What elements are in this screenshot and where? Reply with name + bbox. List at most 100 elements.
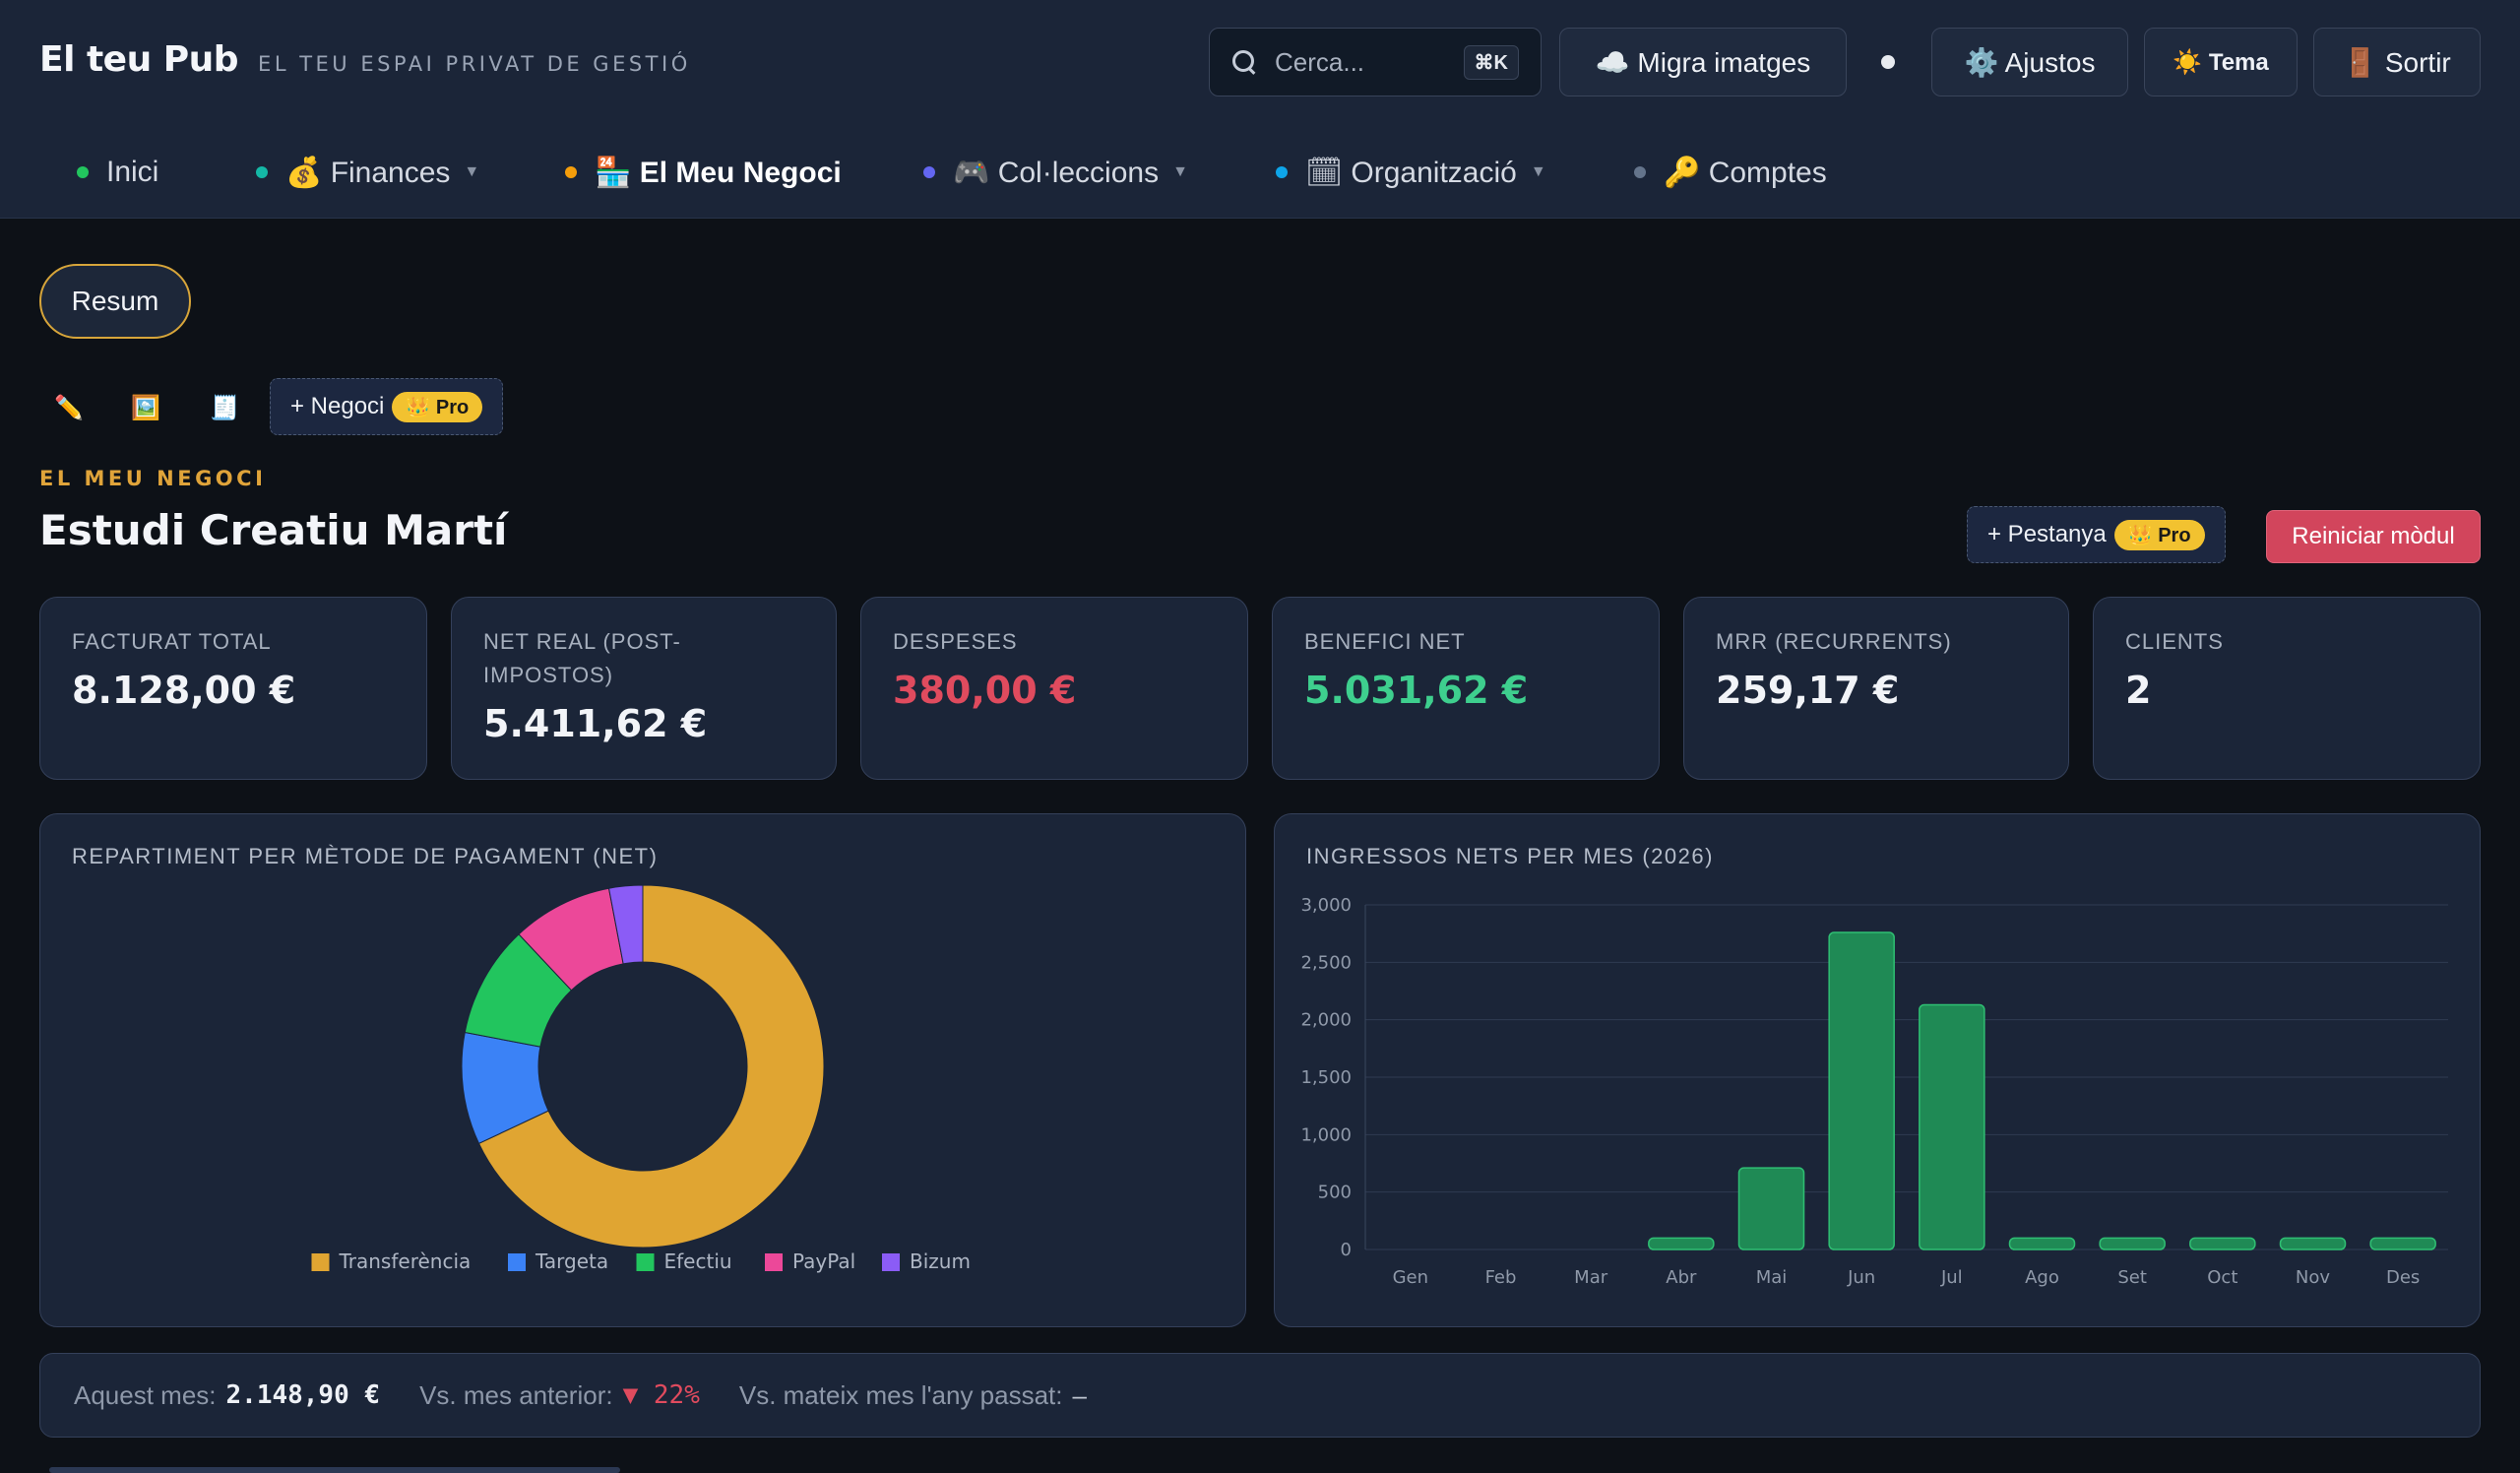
nav-item-el-meu-negoci[interactable]: 🏪 El Meu Negoci bbox=[565, 138, 842, 207]
bar-mai[interactable] bbox=[1737, 1167, 1805, 1250]
chart-title: INGRESSOS NETS PER MES (2026) bbox=[1306, 844, 1714, 868]
theme-toggle-button[interactable]: ☀️ Tema bbox=[2144, 28, 2298, 96]
settings-button[interactable]: ⚙️ Ajustos bbox=[1931, 28, 2128, 96]
nav-item-label: 🏪 El Meu Negoci bbox=[595, 156, 842, 189]
legend-label-bizum[interactable]: Bizum bbox=[910, 1249, 971, 1273]
x-tick-label: Gen bbox=[1393, 1267, 1428, 1288]
y-tick-label: 1,500 bbox=[1300, 1067, 1352, 1088]
section-kicker: EL MEU NEGOCI bbox=[39, 467, 267, 490]
y-tick-label: 2,000 bbox=[1300, 1010, 1352, 1031]
image-icon[interactable]: 🖼️ bbox=[131, 394, 160, 421]
x-tick-label: Nov bbox=[2296, 1267, 2330, 1288]
nav-item-label: 🗓 Organització bbox=[1305, 156, 1517, 189]
legend-swatch bbox=[311, 1253, 330, 1271]
legend-label-transferència[interactable]: Transferència bbox=[339, 1249, 472, 1273]
x-tick-label: Mar bbox=[1574, 1267, 1608, 1288]
nav-item-finances[interactable]: 💰 Finances ▼ bbox=[256, 138, 479, 207]
this-month-value: 2.148,90 € bbox=[225, 1380, 381, 1410]
nav-item-label: Inici bbox=[106, 156, 159, 188]
brand-title[interactable]: El teu Pub bbox=[39, 39, 239, 80]
chart-title: REPARTIMENT PER MÈTODE DE PAGAMENT (NET) bbox=[72, 844, 659, 868]
x-tick-label: Mai bbox=[1756, 1267, 1788, 1288]
monthly-income-chart-panel: INGRESSOS NETS PER MES (2026) 0 500 1,000 1… bbox=[1274, 813, 2481, 1327]
legend-swatch bbox=[508, 1253, 526, 1271]
vs-prev-month-value: ▼ 22% bbox=[622, 1380, 700, 1410]
chevron-down-icon: ▼ bbox=[1172, 163, 1188, 180]
x-tick-label: Ago bbox=[2025, 1267, 2059, 1288]
bar-nov[interactable] bbox=[2279, 1237, 2347, 1250]
edit-icon[interactable]: ✏️ bbox=[54, 394, 84, 421]
legend-label-paypal[interactable]: PayPal bbox=[792, 1249, 855, 1273]
kpi-card-clients: CLIENTS 2 bbox=[2093, 597, 2481, 780]
tab-resum[interactable]: Resum bbox=[39, 264, 191, 339]
migrate-images-button[interactable]: ☁️ Migra imatges bbox=[1559, 28, 1847, 96]
bar-jun[interactable] bbox=[1828, 931, 1895, 1250]
nav-item-comptes[interactable]: 🔑 Comptes bbox=[1634, 138, 1827, 207]
vs-last-year-label: Vs. mateix mes l'any passat: bbox=[738, 1379, 1063, 1410]
nav-dot bbox=[1276, 166, 1288, 178]
x-tick-label: Jul bbox=[1940, 1267, 1963, 1288]
bar-ago[interactable] bbox=[2008, 1237, 2076, 1250]
kpi-value: 380,00 € bbox=[893, 669, 1077, 712]
nav-item-organitzacio[interactable]: 🗓 Organització ▼ bbox=[1276, 138, 1546, 207]
search-icon bbox=[1231, 49, 1257, 75]
monthly-comparison-bar: Aquest mes: 2.148,90 € Vs. mes anterior:… bbox=[39, 1353, 2481, 1438]
nav-dot bbox=[1634, 166, 1646, 178]
legend-label-efectiu[interactable]: Efectiu bbox=[664, 1249, 732, 1273]
kpi-card-total-invoiced: FACTURAT TOTAL 8.128,00 € bbox=[39, 597, 427, 780]
x-tick-label: Abr bbox=[1666, 1267, 1697, 1288]
kpi-card-net-profit: BENEFICI NET 5.031,62 € bbox=[1272, 597, 1660, 780]
legend-label-targeta[interactable]: Targeta bbox=[535, 1249, 608, 1273]
donut-slice-transferència[interactable] bbox=[477, 884, 825, 1249]
bar-des[interactable] bbox=[2369, 1237, 2436, 1250]
nav-dot bbox=[256, 166, 268, 178]
nav-dot bbox=[565, 166, 577, 178]
search-box[interactable]: ⌘K bbox=[1209, 28, 1542, 96]
donut-slice-bizum[interactable] bbox=[607, 884, 644, 965]
reset-module-button[interactable]: Reiniciar mòdul bbox=[2266, 510, 2481, 563]
kpi-value: 5.411,62 € bbox=[483, 702, 708, 745]
nav-item-colleccions[interactable]: 🎮 Col·leccions ▼ bbox=[923, 138, 1188, 207]
bar-oct[interactable] bbox=[2189, 1237, 2256, 1250]
vs-last-year-value: – bbox=[1072, 1379, 1087, 1410]
nav-item-label: 💰 Finances bbox=[285, 156, 451, 189]
kpi-value: 8.128,00 € bbox=[72, 669, 296, 712]
nav-dot bbox=[77, 166, 89, 178]
kpi-label: FACTURAT TOTAL bbox=[72, 629, 272, 654]
bar-jul[interactable] bbox=[1919, 1003, 1985, 1250]
brand: El teu Pub EL TEU ESPAI PRIVAT DE GESTIÓ bbox=[39, 39, 691, 80]
bar-abr[interactable] bbox=[1648, 1237, 1715, 1250]
search-shortcut-badge: ⌘K bbox=[1463, 44, 1519, 80]
donut-chart: Transferència Targeta Efectiu PayPal Bizum bbox=[311, 884, 971, 1273]
logout-button[interactable]: 🚪 Sortir bbox=[2313, 28, 2481, 96]
status-indicator-dot bbox=[1881, 55, 1895, 69]
vs-prev-month-label: Vs. mes anterior: bbox=[419, 1379, 613, 1410]
pro-badge: 👑 Pro bbox=[392, 391, 483, 422]
kpi-label: BENEFICI NET bbox=[1304, 629, 1466, 654]
y-tick-label: 3,000 bbox=[1300, 895, 1352, 916]
legend-swatch bbox=[636, 1253, 655, 1271]
page-title: Estudi Creatiu Martí bbox=[39, 506, 508, 554]
y-tick-label: 1,000 bbox=[1300, 1124, 1352, 1145]
top-header: El teu Pub EL TEU ESPAI PRIVAT DE GESTIÓ… bbox=[0, 0, 2520, 219]
search-input[interactable] bbox=[1275, 46, 1452, 78]
bar-set[interactable] bbox=[2099, 1237, 2166, 1250]
y-tick-label: 0 bbox=[1341, 1240, 1352, 1260]
chevron-down-icon: ▼ bbox=[1530, 163, 1546, 180]
receipt-icon[interactable]: 🧾 bbox=[210, 394, 239, 421]
add-tab-label: + Pestanya bbox=[1987, 521, 2107, 547]
add-business-button[interactable]: + Negoci 👑 Pro bbox=[270, 378, 504, 435]
kpi-label: NET REAL (POST-IMPOSTOS) bbox=[483, 629, 681, 687]
legend-swatch bbox=[765, 1253, 783, 1271]
main-nav: Inici 💰 Finances ▼ 🏪 El Meu Negoci 🎮 Col… bbox=[0, 138, 2520, 207]
nav-item-inici[interactable]: Inici bbox=[77, 138, 158, 207]
kpi-label: MRR (RECURRENTS) bbox=[1716, 629, 1952, 654]
add-tab-button[interactable]: + Pestanya 👑 Pro bbox=[1967, 506, 2226, 563]
brand-subtitle: EL TEU ESPAI PRIVAT DE GESTIÓ bbox=[258, 52, 691, 76]
this-month-label: Aquest mes: bbox=[74, 1379, 217, 1410]
kpi-card-expenses: DESPESES 380,00 € bbox=[860, 597, 1248, 780]
kpi-value: 2 bbox=[2125, 669, 2152, 712]
kpi-label: DESPESES bbox=[893, 629, 1018, 654]
x-tick-label: Jun bbox=[1847, 1267, 1875, 1288]
kpi-value: 5.031,62 € bbox=[1304, 669, 1529, 712]
